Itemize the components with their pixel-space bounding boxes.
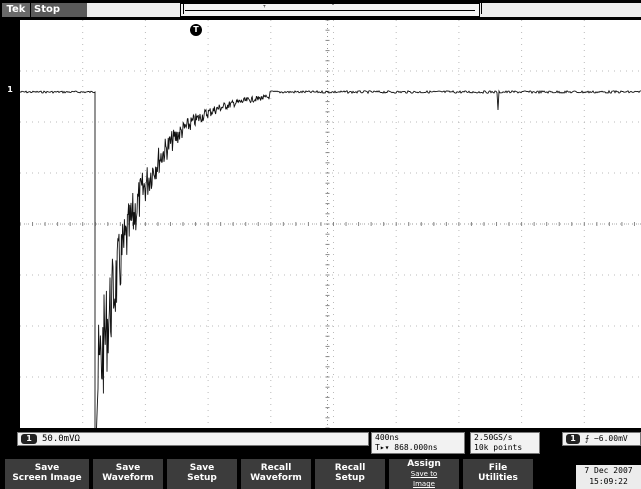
file-utilities-button[interactable]: File Utilities	[463, 459, 533, 489]
record-window-right-tick	[481, 0, 482, 14]
record-window	[180, 3, 480, 17]
timebase-value: 400ns	[375, 433, 464, 443]
save-screen-image-button[interactable]: Save Screen Image	[5, 459, 89, 489]
save-waveform-button[interactable]: Save Waveform	[93, 459, 163, 489]
softkey-label: Setup	[167, 473, 237, 483]
softkey-label: File	[463, 463, 533, 473]
record-window-left-tick	[183, 0, 184, 14]
save-setup-button[interactable]: Save Setup	[167, 459, 237, 489]
waveform-display[interactable]	[20, 20, 641, 428]
tek-logo: Tek	[2, 3, 30, 17]
softkey-label: Recall	[315, 463, 385, 473]
softkey-label: Recall	[241, 463, 311, 473]
trigger-position-marker	[329, 0, 337, 5]
trigger-readout[interactable]: 1 ⨍ −6.00mV	[562, 432, 641, 446]
time-value: 15:09:22	[576, 476, 641, 487]
timebase-readout[interactable]: 400ns T▸▾ 868.000ns	[371, 432, 465, 454]
ch1-ground-reference-icon[interactable]: 1	[4, 84, 16, 96]
sample-rate-value: 2.50GS/s	[474, 433, 539, 443]
graticule-grid	[20, 20, 641, 428]
top-status-bar: Tek Stop ᵀ	[0, 0, 641, 20]
softkey-label: Save	[5, 463, 89, 473]
ch1-waveform-trace	[20, 91, 641, 428]
date-value: 7 Dec 2007	[576, 465, 641, 476]
softkey-label: Save to	[389, 469, 459, 479]
ch1-badge: 1	[21, 434, 37, 444]
softkey-label: Save	[93, 463, 163, 473]
softkey-label: Utilities	[463, 473, 533, 483]
softkey-label: Save	[167, 463, 237, 473]
softkey-label: Screen Image	[5, 473, 89, 483]
recall-waveform-button[interactable]: Recall Waveform	[241, 459, 311, 489]
softkey-label: Waveform	[241, 473, 311, 483]
softkey-label: Assign	[389, 459, 459, 469]
acquisition-state: Stop	[31, 3, 87, 17]
date-time-display: 7 Dec 2007 15:09:22	[576, 465, 641, 489]
trigger-level-value: ⨍ −6.00mV	[585, 433, 628, 445]
recall-setup-button[interactable]: Recall Setup	[315, 459, 385, 489]
assign-save-button[interactable]: Assign Save to Image	[389, 459, 459, 489]
trigger-delay-value: T▸▾ 868.000ns	[375, 443, 464, 453]
ch1-scale-readout[interactable]: 1 50.0mVΩ	[17, 432, 369, 446]
record-length-value: 10k points	[474, 443, 539, 453]
sample-rate-readout[interactable]: 2.50GS/s 10k points	[470, 432, 540, 454]
trigger-source-badge: 1	[566, 434, 580, 444]
softkey-label: Image	[389, 479, 459, 489]
softkey-label: Waveform	[93, 473, 163, 483]
trigger-position-icon[interactable]: T	[190, 24, 202, 36]
softkey-label: Setup	[315, 473, 385, 483]
ch1-scale-value: 50.0mVΩ	[42, 433, 80, 445]
record-trigger-marker: ᵀ	[263, 4, 266, 12]
